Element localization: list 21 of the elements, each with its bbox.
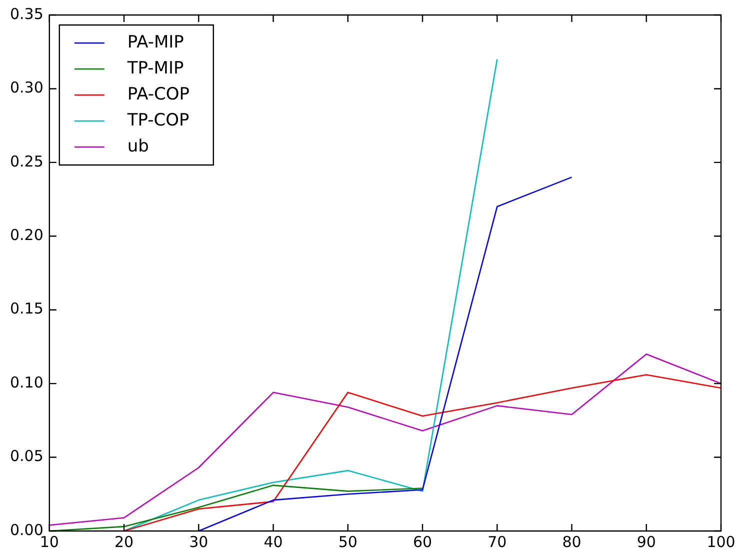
x-tick-label: 70 [488, 532, 507, 551]
x-tick-label: 20 [114, 532, 134, 551]
y-tick-label: 0.15 [10, 300, 44, 318]
y-tick-label: 0.20 [10, 226, 44, 244]
y-tick-label: 0.25 [10, 152, 44, 170]
legend-label: TP-MIP [126, 58, 184, 78]
legend-label: PA-COP [127, 84, 190, 104]
y-tick-label: 0.35 [10, 4, 44, 23]
x-tick-label: 90 [636, 532, 656, 551]
x-tick-label: 50 [338, 532, 358, 551]
y-tick-label: 0.10 [10, 373, 44, 392]
legend-label: ub [127, 136, 149, 156]
x-tick-label: 40 [264, 532, 283, 551]
legend-label: PA-MIP [127, 32, 184, 52]
y-tick-label: 0.30 [10, 78, 44, 97]
x-tick-label: 30 [189, 532, 208, 551]
legend-label: TP-COP [126, 110, 190, 130]
y-tick-label: 0.05 [10, 447, 44, 466]
x-tick-label: 100 [706, 532, 736, 551]
x-tick-label: 80 [562, 532, 582, 551]
x-tick-label: 60 [412, 532, 432, 551]
